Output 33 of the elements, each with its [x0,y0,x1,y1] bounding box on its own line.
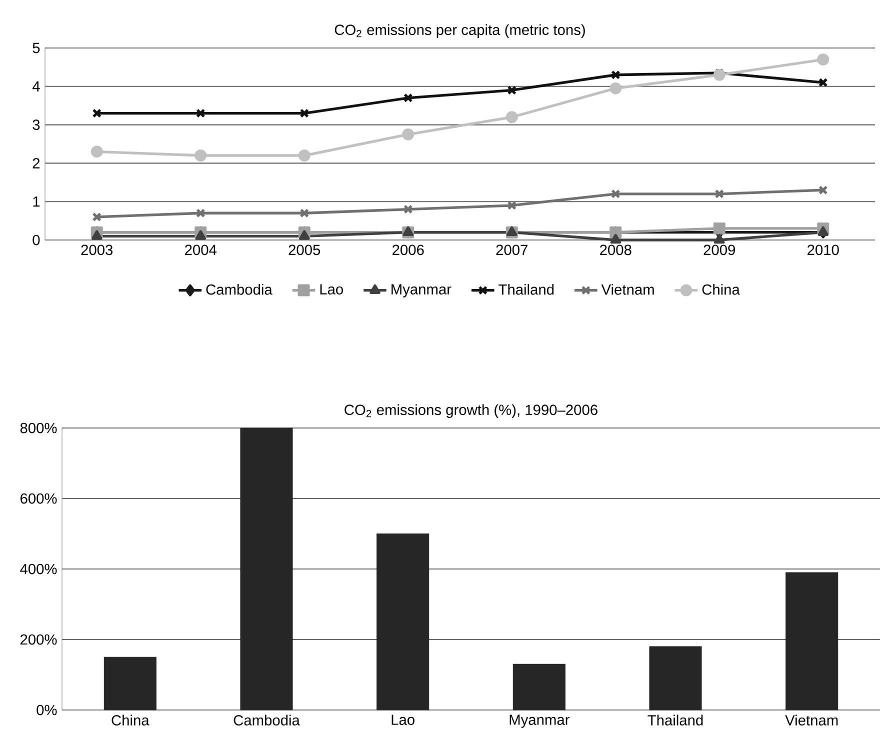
legend-label: Vietnam [601,284,654,295]
legend-label: Cambodia [206,284,272,295]
y-tick-label: 4 [32,81,40,92]
x-tick-label: Cambodia [234,714,300,726]
legend-label: Thailand [498,284,554,295]
y-tick-label: 3 [32,120,40,130]
x-tick-label: 2004 [185,244,216,256]
x-tick-label: 2005 [288,244,320,256]
x-tick-label: 2008 [600,244,632,256]
x-tick-label: China [112,714,150,726]
x-tick-label: 2009 [704,244,735,256]
y-tick-label: 0% [36,704,57,716]
x-tick-label: 2003 [81,244,113,256]
x-tick-label: Thailand [648,714,703,726]
y-tick-label: 200% [20,634,57,645]
legend-label: Myanmar [392,284,452,298]
y-tick-label: 600% [20,493,57,504]
legend-label: Lao [320,284,343,294]
y-tick-label: 5 [32,42,40,54]
x-tick-label: Myanmar [510,714,570,728]
chart-title: CO$_{2}$ emissions growth (%), 1990–2006 [344,404,598,418]
x-tick-label: 2010 [808,244,839,256]
y-tick-label: 800% [20,422,57,434]
y-tick-label: 2 [32,158,40,168]
chart-title: CO$_{2}$ emissions per capita (metric tons) [334,24,585,38]
y-tick-label: 400% [20,564,57,574]
x-tick-label: Vietnam [785,714,838,726]
x-tick-label: 2007 [496,244,528,256]
legend-label: China [702,284,740,295]
x-tick-label: Lao [392,714,414,725]
y-tick-label: 1 [33,196,40,207]
x-tick-label: 2006 [392,244,424,256]
y-tick-label: 0 [32,234,40,246]
